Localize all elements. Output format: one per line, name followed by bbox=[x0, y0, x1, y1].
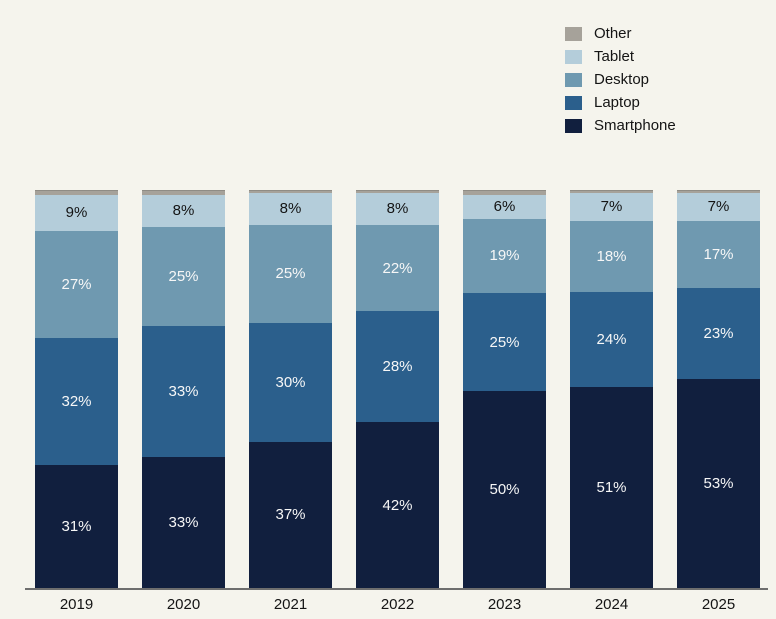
bar-2024: 7% 18% 24% 51% bbox=[570, 190, 653, 589]
legend-item-smartphone: Smartphone bbox=[565, 117, 676, 134]
data-label-smartphone-2019: 31% bbox=[61, 517, 92, 535]
legend-swatch-laptop bbox=[565, 96, 582, 110]
bar-2025: 7% 17% 23% 53% bbox=[677, 190, 760, 588]
data-label-tablet-2022: 8% bbox=[386, 200, 409, 218]
segment-smartphone-2024: 51% bbox=[570, 386, 653, 589]
segment-laptop-2025: 23% bbox=[677, 287, 760, 379]
segment-other-2021 bbox=[249, 190, 332, 193]
segment-tablet-2021: 8% bbox=[249, 192, 332, 225]
segment-smartphone-2020: 33% bbox=[142, 457, 225, 589]
legend-item-tablet: Tablet bbox=[565, 48, 676, 65]
segment-desktop-2021: 25% bbox=[249, 224, 332, 324]
segment-other-2025 bbox=[677, 190, 760, 193]
data-label-laptop-2019: 32% bbox=[61, 392, 92, 410]
segment-laptop-2021: 30% bbox=[249, 323, 332, 442]
data-label-laptop-2023: 25% bbox=[489, 333, 520, 351]
data-label-tablet-2024: 7% bbox=[600, 198, 623, 216]
legend-label-smartphone: Smartphone bbox=[594, 117, 676, 134]
data-label-smartphone-2024: 51% bbox=[596, 478, 627, 496]
segment-desktop-2020: 25% bbox=[142, 226, 225, 326]
bar-2022: 8% 22% 28% 42% bbox=[356, 190, 439, 588]
data-label-tablet-2021: 8% bbox=[279, 200, 302, 218]
legend-label-desktop: Desktop bbox=[594, 71, 650, 88]
data-label-desktop-2019: 27% bbox=[61, 275, 92, 293]
legend-swatch-smartphone bbox=[565, 119, 582, 133]
data-label-smartphone-2021: 37% bbox=[275, 506, 306, 524]
segment-tablet-2022: 8% bbox=[356, 192, 439, 225]
data-label-tablet-2023: 6% bbox=[493, 198, 516, 216]
legend-item-other: Other bbox=[565, 25, 676, 42]
legend-item-laptop: Laptop bbox=[565, 94, 676, 111]
segment-laptop-2022: 28% bbox=[356, 311, 439, 423]
data-label-laptop-2021: 30% bbox=[275, 374, 306, 392]
data-label-desktop-2021: 25% bbox=[275, 265, 306, 283]
segment-laptop-2023: 25% bbox=[463, 293, 546, 392]
x-tick-label-2025: 2025 bbox=[701, 596, 736, 613]
x-axis-labels: 2019 2020 2021 2022 2023 2024 2025 bbox=[35, 596, 760, 613]
data-label-laptop-2020: 33% bbox=[168, 382, 199, 400]
segment-other-2024 bbox=[570, 190, 653, 193]
data-label-desktop-2020: 25% bbox=[168, 267, 199, 285]
x-tick-label-2020: 2020 bbox=[166, 596, 201, 613]
segment-smartphone-2025: 53% bbox=[677, 378, 760, 588]
legend-label-other: Other bbox=[594, 25, 632, 42]
segment-other-2022 bbox=[356, 190, 439, 193]
x-tick-label-2019: 2019 bbox=[59, 596, 94, 613]
data-label-laptop-2024: 24% bbox=[596, 330, 627, 348]
bar-2020: 8% 25% 33% 33% bbox=[142, 190, 225, 589]
segment-smartphone-2021: 37% bbox=[249, 441, 332, 588]
segment-desktop-2022: 22% bbox=[356, 224, 439, 312]
segment-laptop-2024: 24% bbox=[570, 291, 653, 387]
data-label-desktop-2025: 17% bbox=[703, 245, 734, 263]
bar-2019: 9% 27% 32% 31% bbox=[35, 190, 118, 588]
x-axis-line bbox=[25, 588, 768, 590]
segment-other-2023 bbox=[463, 190, 546, 195]
bar-2023: 6% 19% 25% 50% bbox=[463, 190, 546, 588]
data-label-tablet-2019: 9% bbox=[65, 204, 88, 222]
segment-tablet-2024: 7% bbox=[570, 192, 653, 221]
data-label-laptop-2022: 28% bbox=[382, 358, 413, 376]
segment-desktop-2024: 18% bbox=[570, 220, 653, 292]
data-label-smartphone-2020: 33% bbox=[168, 514, 199, 531]
data-label-laptop-2025: 23% bbox=[703, 324, 734, 342]
data-label-tablet-2025: 7% bbox=[707, 198, 730, 216]
x-tick-label-2021: 2021 bbox=[273, 596, 308, 613]
segment-laptop-2020: 33% bbox=[142, 325, 225, 457]
data-label-desktop-2022: 22% bbox=[382, 259, 413, 277]
x-tick-label-2024: 2024 bbox=[594, 596, 629, 613]
segment-tablet-2020: 8% bbox=[142, 194, 225, 227]
segment-other-2020 bbox=[142, 190, 225, 195]
segment-smartphone-2022: 42% bbox=[356, 422, 439, 588]
segment-desktop-2019: 27% bbox=[35, 230, 118, 338]
data-label-smartphone-2025: 53% bbox=[703, 474, 734, 492]
data-label-desktop-2023: 19% bbox=[489, 247, 520, 265]
segment-tablet-2019: 9% bbox=[35, 194, 118, 231]
data-label-tablet-2020: 8% bbox=[172, 202, 195, 220]
legend-label-laptop: Laptop bbox=[594, 94, 640, 111]
segment-tablet-2023: 6% bbox=[463, 194, 546, 219]
bar-2021: 8% 25% 30% 37% bbox=[249, 190, 332, 588]
data-label-smartphone-2022: 42% bbox=[382, 496, 413, 514]
segment-desktop-2023: 19% bbox=[463, 218, 546, 294]
x-tick-label-2023: 2023 bbox=[487, 596, 522, 613]
segment-smartphone-2023: 50% bbox=[463, 391, 546, 588]
segment-laptop-2019: 32% bbox=[35, 337, 118, 465]
x-tick-label-2022: 2022 bbox=[380, 596, 415, 613]
data-label-smartphone-2023: 50% bbox=[489, 481, 520, 499]
data-label-desktop-2024: 18% bbox=[596, 247, 627, 265]
legend-label-tablet: Tablet bbox=[594, 48, 635, 65]
legend-swatch-tablet bbox=[565, 50, 582, 64]
segment-desktop-2025: 17% bbox=[677, 220, 760, 288]
segment-other-2019 bbox=[35, 190, 118, 195]
legend-swatch-other bbox=[565, 27, 582, 41]
segment-tablet-2025: 7% bbox=[677, 192, 760, 221]
chart-legend: Other Tablet Desktop Laptop Smartphone bbox=[565, 25, 676, 142]
legend-swatch-desktop bbox=[565, 73, 582, 87]
segment-smartphone-2019: 31% bbox=[35, 464, 118, 588]
plot-area: 9% 27% 32% 31% 8% 25% 33% 33% 8% 25% 30% 37% 8% 22% 28… bbox=[35, 190, 760, 589]
legend-item-desktop: Desktop bbox=[565, 71, 676, 88]
